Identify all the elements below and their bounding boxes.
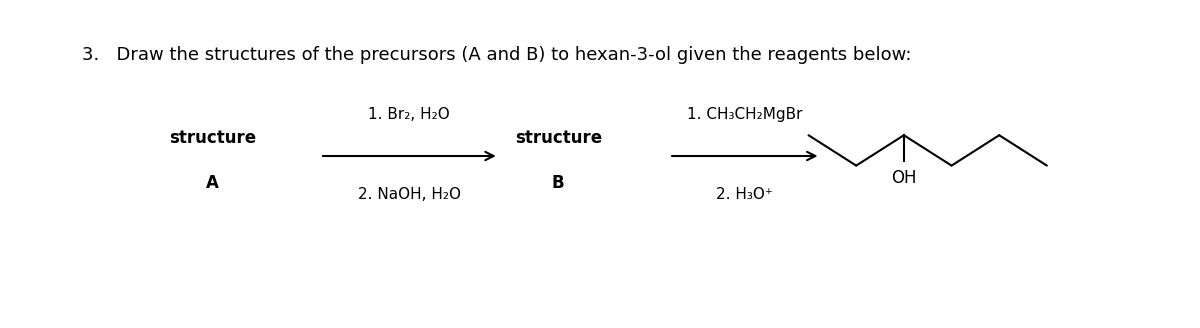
Text: OH: OH bbox=[892, 169, 917, 187]
Text: 1. CH₃CH₂MgBr: 1. CH₃CH₂MgBr bbox=[688, 107, 803, 122]
Text: 2. NaOH, H₂O: 2. NaOH, H₂O bbox=[358, 187, 461, 202]
Text: structure: structure bbox=[169, 130, 257, 147]
Text: B: B bbox=[552, 174, 565, 192]
Text: A: A bbox=[206, 174, 220, 192]
Text: 3.   Draw the structures of the precursors (A and B) to hexan-3-ol given the rea: 3. Draw the structures of the precursors… bbox=[82, 46, 911, 64]
Text: 2. H₃O⁺: 2. H₃O⁺ bbox=[716, 187, 773, 202]
Text: structure: structure bbox=[515, 130, 602, 147]
Text: 1. Br₂, H₂O: 1. Br₂, H₂O bbox=[368, 107, 450, 122]
